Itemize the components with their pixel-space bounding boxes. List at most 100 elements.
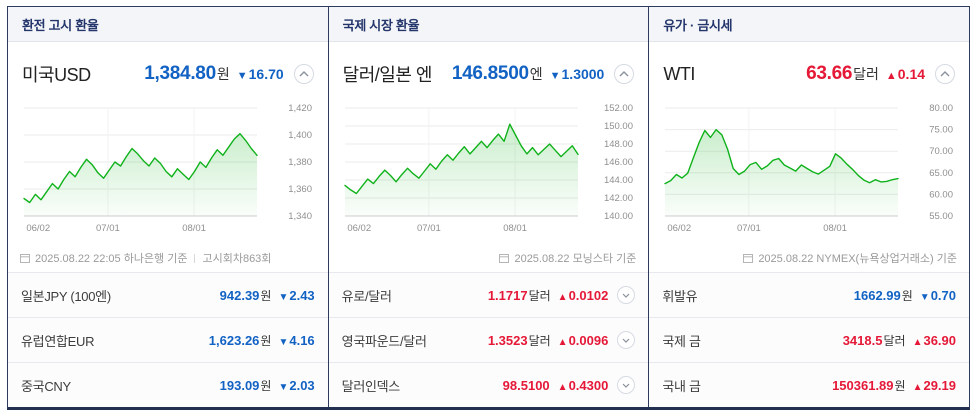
- panel-title: 환전 고시 환율: [8, 7, 328, 42]
- svg-text:08/01: 08/01: [823, 223, 847, 234]
- svg-text:152.00: 152.00: [603, 103, 632, 114]
- svg-text:06/02: 06/02: [26, 223, 50, 234]
- asset-name: 미국USD: [22, 65, 91, 85]
- price-value: 146.8500: [451, 63, 529, 84]
- up-arrow-icon: ▲: [557, 291, 568, 303]
- down-arrow-icon: ▼: [236, 70, 248, 82]
- expand-button[interactable]: [617, 331, 636, 349]
- panel-title: 유가 · 금시세: [649, 7, 970, 42]
- row-change: ▼4.16: [278, 332, 315, 348]
- asset-price: 1,384.80 원 ▼16.70: [144, 63, 283, 85]
- svg-text:146.00: 146.00: [603, 157, 632, 168]
- divider: [194, 253, 196, 263]
- price-change: ▲0.14: [885, 66, 926, 82]
- expand-button[interactable]: [617, 376, 636, 394]
- up-arrow-icon: ▲: [557, 336, 568, 348]
- panel-title: 국제 시장 환율: [328, 7, 649, 42]
- svg-text:08/01: 08/01: [182, 223, 206, 234]
- up-arrow-icon: ▲: [912, 381, 923, 393]
- price-value: 63.66: [806, 63, 853, 84]
- price-value: 1,384.80: [144, 63, 216, 84]
- calendar-icon: [743, 254, 754, 263]
- svg-text:148.00: 148.00: [603, 139, 632, 150]
- svg-text:07/01: 07/01: [416, 223, 440, 234]
- row-value: 98.5100 ▲0.4300: [502, 377, 609, 393]
- rate-list: 일본JPY (100엔) 942.39 원 ▼2.43 유럽연합EUR 1,62…: [8, 273, 328, 407]
- svg-text:07/01: 07/01: [737, 223, 761, 234]
- asset-price: 63.66 달러 ▲0.14: [806, 63, 925, 85]
- expand-button[interactable]: [617, 286, 636, 304]
- main-quote: WTI 63.66 달러 ▲0.14 80.00 75.00 70.00 65.00 6…: [649, 42, 970, 273]
- svg-text:150.00: 150.00: [603, 121, 632, 132]
- table-row[interactable]: 국내 금 150361.89 원 ▲29.19: [649, 363, 969, 407]
- table-row[interactable]: 국제 금 3418.5 달러 ▲36.90: [649, 318, 970, 363]
- svg-text:06/02: 06/02: [347, 223, 371, 234]
- up-arrow-icon: ▲: [557, 381, 568, 393]
- calendar-icon: [20, 254, 30, 263]
- row-change: ▲36.90: [912, 332, 957, 348]
- row-change: ▼2.43: [278, 287, 315, 303]
- source-info: 2025.08.22 모닝스타 기준: [341, 246, 637, 270]
- row-label: 국제 금: [662, 333, 701, 349]
- chart-area: 152.00 150.00 148.00 146.00 144.00 142.00 140.…: [341, 100, 637, 246]
- asset-price: 146.8500 엔 ▼1.3000: [452, 63, 604, 85]
- table-row[interactable]: 영국파운드/달러 1.3523 달러 ▲0.0096: [328, 318, 649, 363]
- row-label: 유로/달러: [341, 288, 392, 304]
- collapse-button[interactable]: [614, 64, 635, 84]
- row-value: 193.09 원 ▼2.03: [219, 377, 315, 393]
- source-text: 2025.08.22 모닝스타 기준: [514, 253, 637, 265]
- row-label: 일본JPY (100엔): [21, 288, 111, 304]
- down-arrow-icon: ▼: [549, 70, 561, 82]
- row-change: ▲0.0096: [557, 332, 609, 348]
- svg-text:80.00: 80.00: [929, 103, 953, 114]
- wti-chart[interactable]: 80.00 75.00 70.00 65.00 60.00 55.00 06/02 07/01…: [662, 100, 956, 246]
- asset-name: 달러/일본 엔: [342, 65, 433, 85]
- down-arrow-icon: ▼: [278, 381, 289, 393]
- row-value: 3418.5 달러 ▲36.90: [842, 332, 957, 348]
- table-row[interactable]: 중국CNY 193.09 원 ▼2.03: [8, 363, 328, 407]
- down-arrow-icon: ▼: [278, 291, 289, 303]
- notice-round-text: 고시회차863회: [202, 253, 272, 265]
- asset-name: WTI: [663, 63, 695, 84]
- rate-list: 유로/달러 1.1717 달러 ▲0.0102 영국파운드/달러 1.3523 …: [328, 273, 649, 407]
- calendar-icon: [499, 254, 510, 263]
- chevron-down-icon: [622, 338, 630, 343]
- svg-text:142.00: 142.00: [603, 193, 632, 204]
- table-row[interactable]: 유럽연합EUR 1,623.26 원 ▼4.16: [8, 318, 328, 363]
- price-unit: 달러: [853, 66, 879, 82]
- finance-market-widget: 환전 고시 환율 미국USD 1,384.80 원 ▼16.70 1,420 1,…: [7, 6, 970, 410]
- row-value: 1.3523 달러 ▲0.0096: [487, 332, 609, 348]
- chevron-up-icon: [299, 71, 309, 77]
- down-arrow-icon: ▼: [919, 291, 930, 303]
- usd-krw-chart[interactable]: 1,420 1,400 1,380 1,360 1,340 06/02 07/01 08/01: [21, 100, 315, 246]
- table-row[interactable]: 달러인덱스 98.5100 ▲0.4300: [329, 363, 649, 407]
- international-market-panel: 국제 시장 환율 달러/일본 엔 146.8500 엔 ▼1.3000 152.…: [327, 7, 649, 407]
- row-value: 942.39 원 ▼2.43: [219, 287, 315, 303]
- row-change: ▼2.03: [278, 377, 315, 393]
- svg-text:06/02: 06/02: [668, 223, 692, 234]
- usd-jpy-chart[interactable]: 152.00 150.00 148.00 146.00 144.00 142.00 140.…: [342, 100, 636, 246]
- source-info: 2025.08.22 NYMEX(뉴욕상업거래소) 기준: [661, 246, 957, 270]
- rate-list: 휘발유 1662.99 원 ▼0.70 국제 금 3418.5 달러 ▲36.9…: [649, 273, 970, 407]
- collapse-button[interactable]: [935, 64, 956, 84]
- quote-row: WTI 63.66 달러 ▲0.14: [661, 48, 957, 100]
- source-text: 2025.08.22 22:05 하나은행 기준: [35, 253, 188, 265]
- svg-text:1,340: 1,340: [288, 211, 312, 222]
- svg-text:60.00: 60.00: [929, 189, 953, 200]
- row-label: 영국파운드/달러: [341, 333, 427, 349]
- svg-text:1,360: 1,360: [288, 184, 312, 195]
- row-label: 달러인덱스: [341, 378, 401, 394]
- table-row[interactable]: 휘발유 1662.99 원 ▼0.70: [649, 273, 970, 318]
- price-change: ▼16.70: [236, 66, 284, 82]
- chart-area: 80.00 75.00 70.00 65.00 60.00 55.00 06/02 07/01…: [661, 100, 957, 246]
- chevron-up-icon: [940, 71, 950, 77]
- collapse-button[interactable]: [293, 64, 314, 84]
- down-arrow-icon: ▼: [278, 336, 289, 348]
- quote-row: 미국USD 1,384.80 원 ▼16.70: [20, 48, 316, 100]
- source-text: 2025.08.22 NYMEX(뉴욕상업거래소) 기준: [758, 253, 958, 265]
- table-row[interactable]: 유로/달러 1.1717 달러 ▲0.0102: [328, 273, 649, 318]
- row-value: 150361.89 원 ▲29.19: [832, 377, 957, 393]
- source-info: 2025.08.22 22:05 하나은행 기준 고시회차863회: [20, 246, 316, 270]
- price-change: ▼1.3000: [549, 66, 605, 82]
- table-row[interactable]: 일본JPY (100엔) 942.39 원 ▼2.43: [8, 273, 328, 318]
